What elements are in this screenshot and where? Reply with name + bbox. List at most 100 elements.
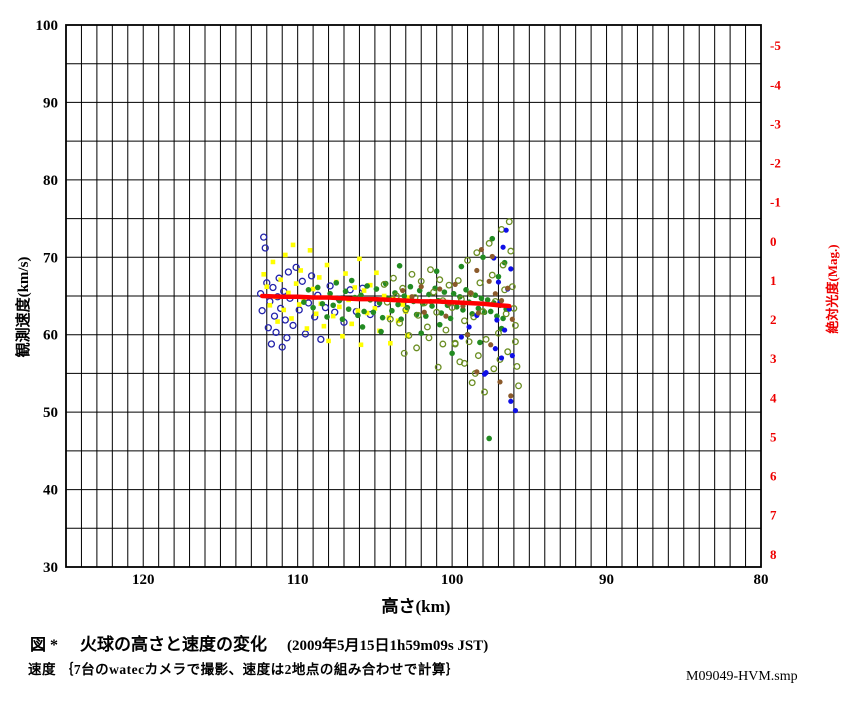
data-point: [349, 321, 355, 327]
data-point: [361, 288, 367, 293]
data-point: [475, 310, 481, 316]
data-point: [407, 283, 414, 290]
data-point: [298, 268, 304, 273]
data-point: [296, 302, 302, 307]
data-point: [439, 340, 447, 348]
data-point: [460, 307, 466, 313]
data-point: [330, 313, 336, 319]
data-point: [281, 316, 289, 324]
data-point: [358, 292, 364, 299]
data-point: [402, 306, 410, 314]
data-point: [270, 312, 279, 320]
figure-datetime: (2009年5月15日1h59m09s JST): [287, 638, 489, 654]
y-left-tick-label: 100: [36, 18, 59, 34]
series-velocity-pair-brown-dots: [400, 246, 515, 399]
data-point: [466, 324, 472, 330]
data-point: [307, 272, 316, 280]
data-point: [505, 218, 513, 226]
data-point: [485, 239, 493, 247]
data-point: [463, 287, 469, 293]
y-right-tick-label: -4: [770, 77, 781, 92]
data-point: [489, 235, 496, 242]
data-point: [313, 311, 319, 317]
data-point: [507, 247, 515, 255]
data-point: [488, 271, 496, 279]
x-tick-label: 100: [441, 572, 464, 588]
data-point: [494, 313, 500, 319]
data-point: [468, 290, 474, 296]
data-point: [484, 297, 491, 303]
data-point: [307, 248, 313, 253]
data-point: [417, 277, 425, 285]
data-point: [480, 254, 486, 261]
data-point: [508, 398, 514, 404]
data-point: [482, 335, 490, 343]
data-point: [364, 283, 370, 289]
data-point: [327, 290, 333, 297]
data-point: [505, 285, 511, 291]
y-right-tick-label: 0: [770, 234, 777, 249]
data-point: [396, 263, 403, 269]
data-point: [511, 321, 519, 329]
data-point: [355, 312, 361, 319]
y-right-tick-label: 7: [770, 508, 777, 523]
data-point: [324, 262, 330, 268]
y-left-tick-label: 80: [43, 173, 58, 189]
data-point: [290, 242, 296, 248]
data-point: [434, 363, 442, 371]
data-point: [409, 294, 415, 300]
data-point: [340, 333, 345, 339]
data-point: [261, 272, 266, 277]
data-point: [497, 379, 503, 385]
data-point: [278, 277, 283, 283]
data-point: [400, 349, 408, 357]
data-point: [451, 340, 459, 348]
data-point: [330, 302, 336, 309]
y-right-tick-label: 8: [770, 547, 777, 562]
x-axis-ticks: 120 110 100 90 80: [132, 572, 769, 588]
data-point: [461, 359, 468, 367]
data-point: [458, 263, 465, 270]
series-velocity-pair-green-dots: [301, 235, 509, 442]
data-point: [267, 302, 273, 308]
y-left-tick-label: 30: [43, 560, 58, 576]
data-point: [275, 319, 280, 324]
data-point: [314, 284, 321, 291]
y-right-tick-label: 1: [770, 273, 777, 288]
data-point: [478, 246, 485, 253]
data-point: [283, 334, 291, 342]
data-point: [270, 259, 276, 265]
y-axis-right-ticks: -5 -4 -3 -2 -1 0 1 2 3 4 5 6 7 8: [770, 38, 781, 562]
figure-caption: 図 * 火球の高さと速度の変化 (2009年5月15日1h59m09s JST): [30, 630, 488, 655]
x-axis-title: 高さ(km): [381, 597, 451, 616]
data-point: [508, 266, 514, 272]
data-point: [499, 261, 507, 269]
data-point: [429, 303, 435, 309]
figure-note: 速度 ｛7台のwatecカメラで撮影、速度は2地点の組み合わせで計算｝: [28, 662, 460, 677]
data-point: [445, 281, 453, 289]
data-point: [378, 328, 384, 335]
data-point: [357, 256, 362, 262]
data-point: [389, 274, 397, 282]
data-point: [436, 321, 443, 328]
data-point: [355, 308, 361, 314]
data-point: [269, 283, 277, 292]
y-axis-right-title: 絶対光度(Mag.): [825, 244, 840, 334]
data-point: [386, 315, 394, 323]
data-point: [374, 270, 379, 276]
data-point: [359, 324, 366, 330]
data-point: [400, 302, 405, 307]
data-point: [500, 315, 506, 322]
data-point: [295, 306, 303, 314]
data-point: [405, 332, 413, 339]
data-point: [425, 334, 433, 342]
data-point: [502, 310, 510, 318]
data-point: [495, 279, 502, 285]
data-point: [465, 338, 473, 346]
figure-title: 火球の高さと速度の変化: [80, 635, 268, 654]
data-point: [486, 435, 492, 442]
data-point: [461, 317, 468, 325]
data-point: [310, 304, 316, 311]
data-point: [437, 286, 443, 292]
data-point: [396, 319, 404, 327]
